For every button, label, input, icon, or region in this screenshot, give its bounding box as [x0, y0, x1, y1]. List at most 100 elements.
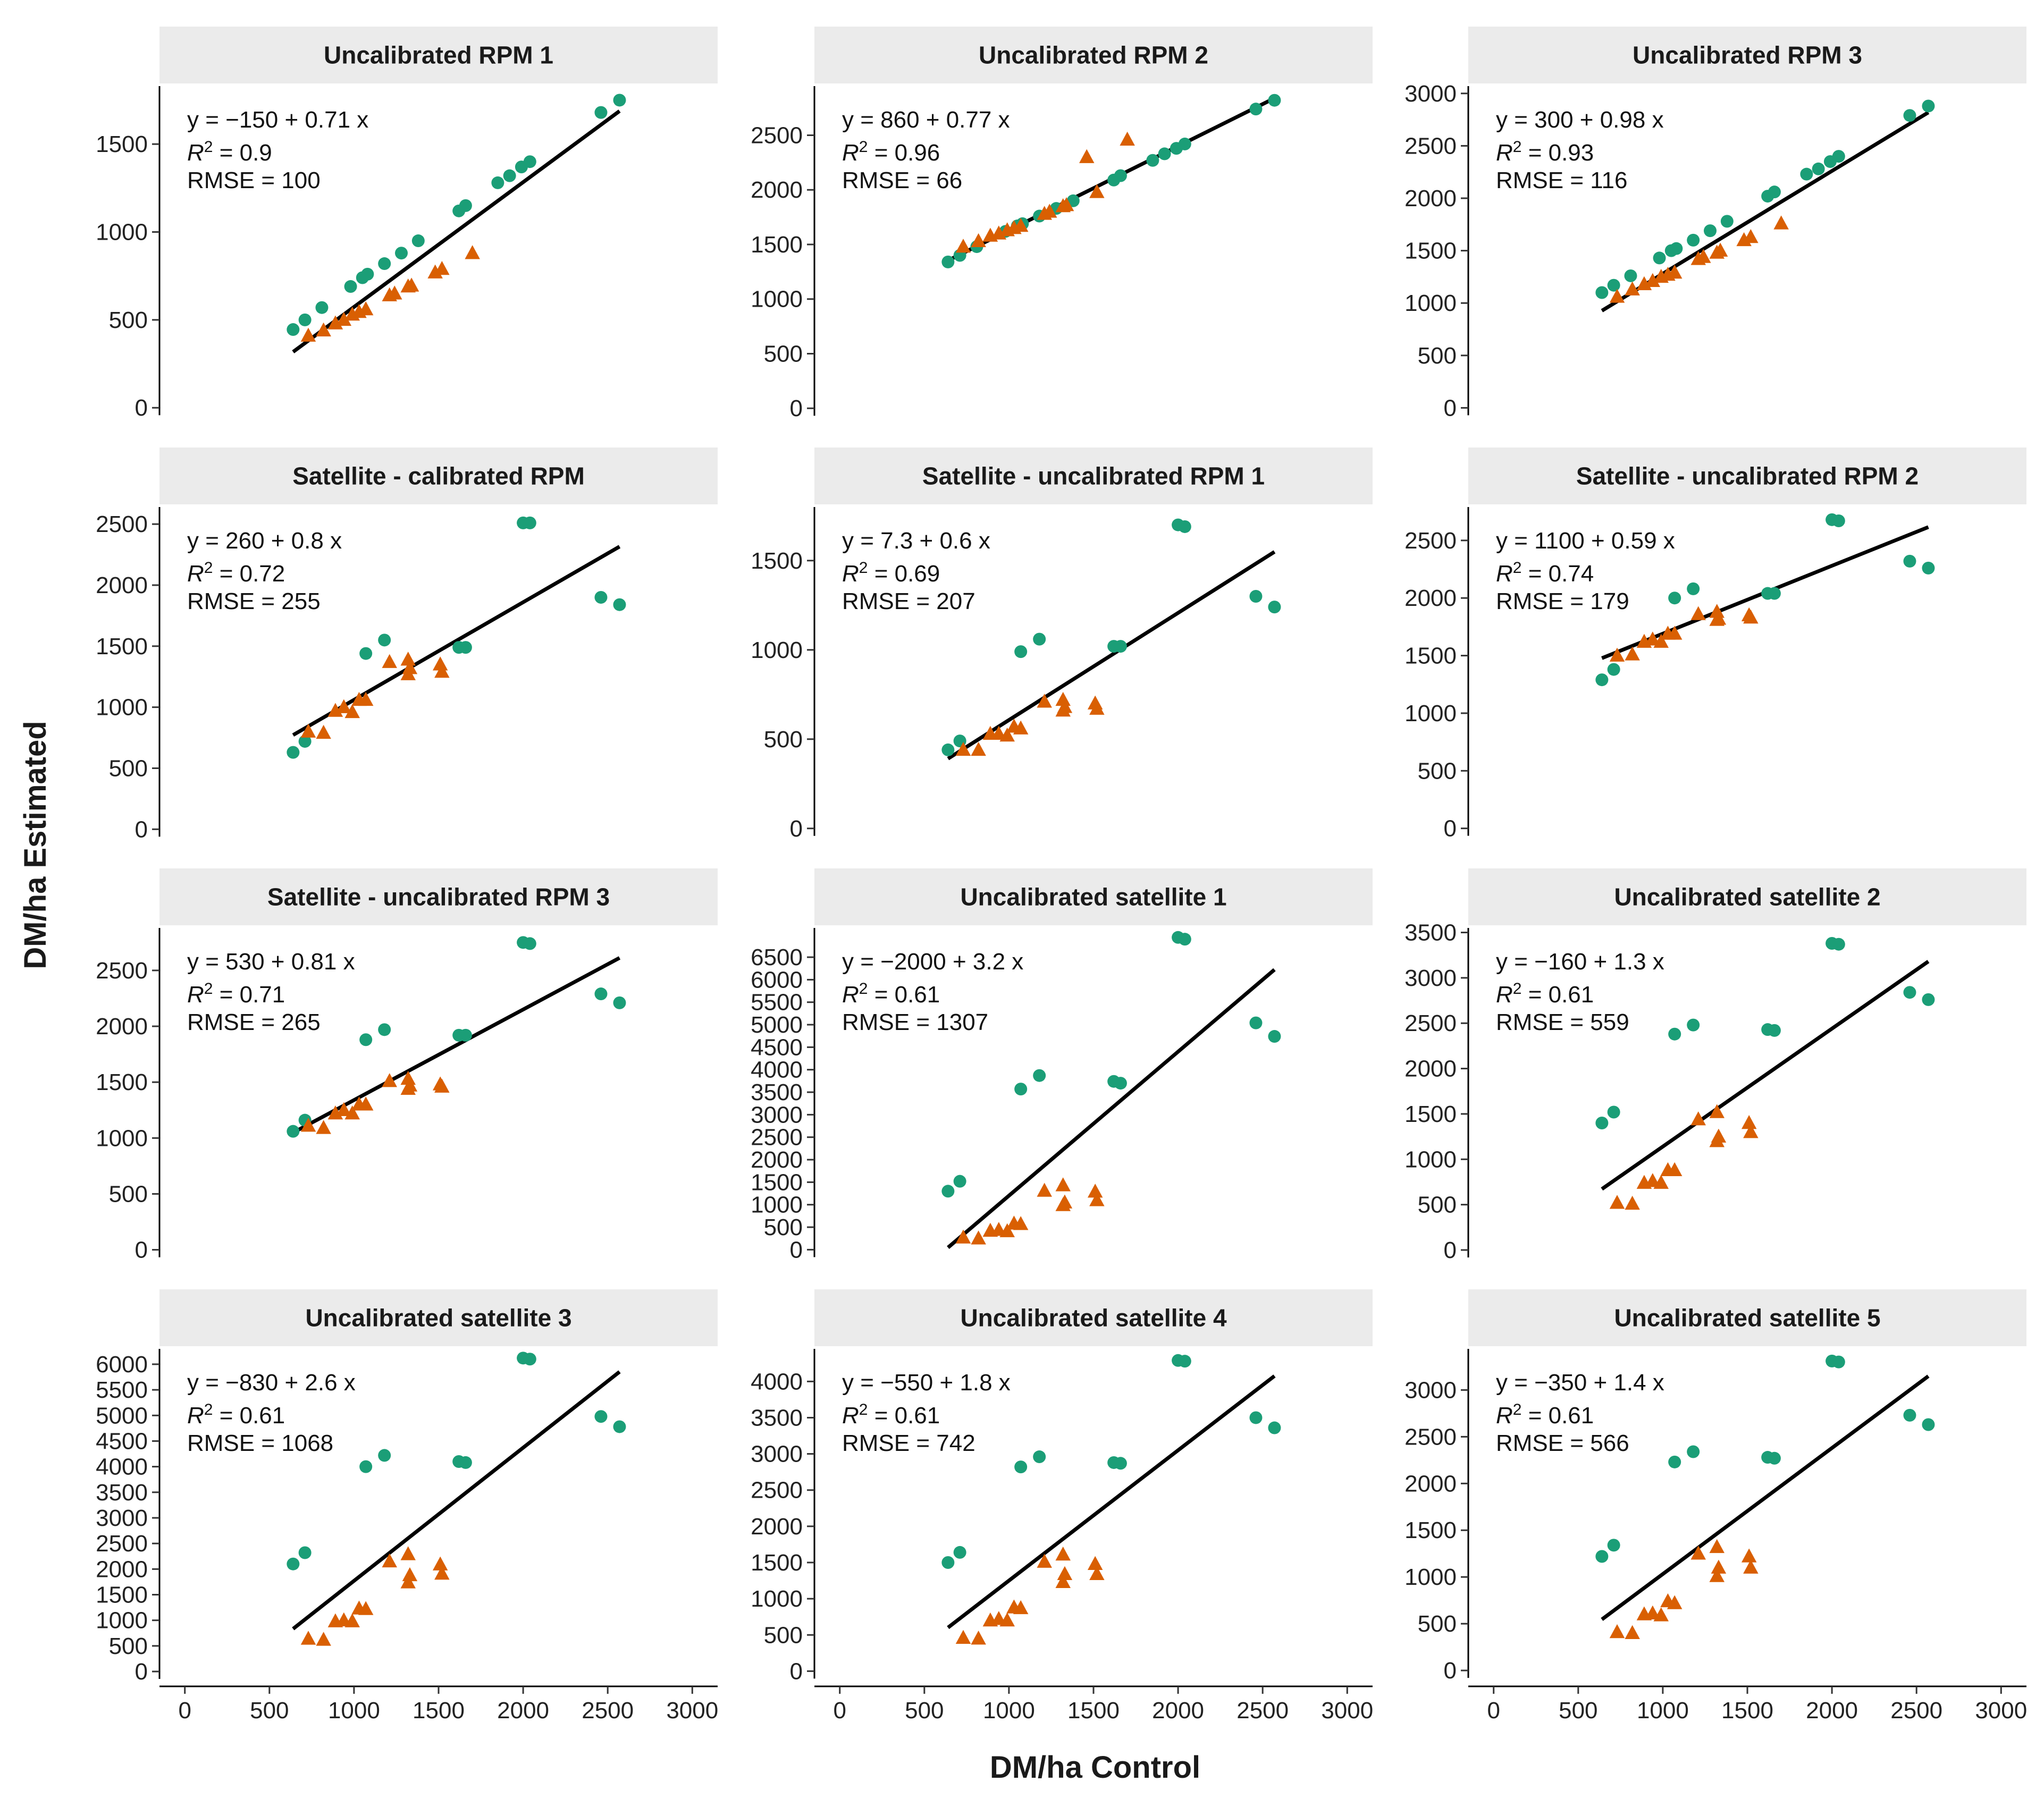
triangle-point [1653, 634, 1669, 648]
fit-equation: y = 7.3 + 0.6 x [842, 528, 990, 554]
y-axis-title: DM/ha Estimated [18, 721, 53, 969]
circle-point [491, 176, 504, 189]
panel-strip [159, 27, 718, 83]
r-squared: R2 = 0.93 [1496, 138, 1594, 166]
circle-point [1268, 1030, 1281, 1043]
triangle-point [1057, 1566, 1073, 1581]
fit-equation: y = 530 + 0.81 x [187, 949, 355, 975]
y-tick-label: 3500 [751, 1405, 803, 1431]
circle-point [378, 257, 391, 271]
triangle-point [1709, 1104, 1725, 1118]
panel-strip [814, 868, 1373, 925]
x-tick-label: 2000 [1152, 1698, 1204, 1724]
circle-point [1687, 1018, 1700, 1032]
x-tick-label: 2500 [1237, 1698, 1289, 1724]
x-axis-title: DM/ha Control [990, 1750, 1200, 1785]
circle-point [953, 1175, 966, 1188]
y-tick-label: 2500 [96, 1531, 148, 1557]
triangle-point [1055, 691, 1071, 706]
y-tick-label: 1500 [1404, 643, 1457, 669]
circle-point [613, 94, 626, 107]
triangle-point [1089, 184, 1105, 198]
circle-point [378, 1449, 391, 1462]
y-tick-label: 2000 [96, 1014, 148, 1040]
x-tick-label: 1500 [413, 1698, 465, 1724]
rmse: RMSE = 265 [187, 1009, 321, 1035]
y-tick-label: 4000 [96, 1454, 148, 1480]
circle-point [395, 247, 408, 260]
triangle-point [300, 1631, 316, 1645]
triangle-point [1609, 289, 1625, 303]
triangle-point [971, 1631, 986, 1645]
triangle-point [1055, 1574, 1071, 1589]
triangle-point [1625, 1625, 1640, 1639]
y-tick-label: 2000 [1404, 1056, 1457, 1082]
circle-point [298, 313, 312, 326]
panel-uncalibrated-satellite-2: Uncalibrated satellite 2 0 500 1000 1500 2000… [1404, 868, 2026, 1263]
y-tick-label: 500 [764, 1622, 803, 1648]
regression-line [947, 550, 1276, 761]
x-tick-label: 0 [178, 1698, 191, 1724]
circle-point [1687, 1445, 1700, 1458]
triangle-point [1625, 646, 1640, 661]
regression-line [292, 956, 621, 1135]
triangle-point [955, 1229, 971, 1244]
circle-point [941, 1556, 955, 1569]
y-tick-label: 1000 [751, 1192, 803, 1218]
circle-point [1922, 1418, 1935, 1431]
y-tick-label: 1500 [751, 232, 803, 258]
triangle-point [402, 1567, 418, 1582]
y-tick-label: 1000 [751, 637, 803, 663]
x-tick-label: 2500 [582, 1698, 634, 1724]
panel-uncalibrated-satellite-4: Uncalibrated satellite 4 0 500 1000 1500 2000… [751, 1289, 1373, 1724]
y-tick-label: 1500 [1404, 238, 1457, 264]
triangle-point [300, 723, 316, 738]
circle-point [378, 1023, 391, 1036]
circle-point [459, 641, 472, 654]
circle-point [594, 106, 608, 119]
y-tick-label: 2000 [1404, 185, 1457, 212]
panel-satellite-uncalibrated-rpm-1: Satellite - uncalibrated RPM 1 0 500 1000 15… [751, 447, 1373, 842]
panel-strip [814, 447, 1373, 504]
triangle-point [955, 239, 971, 253]
triangle-point [999, 728, 1015, 742]
circle-point [1249, 103, 1263, 116]
triangle-point [358, 301, 374, 316]
circle-point [378, 634, 391, 647]
fit-equation: y = −350 + 1.4 x [1496, 1370, 1664, 1396]
triangle-point [387, 285, 402, 300]
triangle-point [400, 1070, 416, 1085]
x-tick-label: 1500 [1067, 1698, 1120, 1724]
circle-point [1114, 169, 1127, 182]
triangle-point [1013, 720, 1029, 734]
x-tick-label: 500 [250, 1698, 289, 1724]
triangle-point [327, 703, 343, 717]
circle-point [1014, 1083, 1028, 1096]
y-tick-label: 500 [109, 307, 148, 333]
rmse: RMSE = 566 [1496, 1430, 1629, 1456]
y-tick-label: 1500 [751, 548, 803, 574]
y-tick-label: 2000 [751, 1514, 803, 1540]
y-tick-label: 500 [109, 1633, 148, 1659]
triangle-point [1625, 1195, 1640, 1210]
circle-point [1178, 520, 1191, 533]
panel-title: Uncalibrated satellite 1 [960, 883, 1226, 911]
triangle-point [1609, 1195, 1625, 1209]
triangle-point [402, 660, 418, 674]
panel-uncalibrated-satellite-5: Uncalibrated satellite 5 0 500 1000 1500 2000… [1404, 1289, 2027, 1724]
y-tick-label: 6500 [751, 944, 803, 970]
circle-point [523, 155, 536, 168]
y-tick-label: 2500 [1404, 1010, 1457, 1036]
triangle-point [971, 1230, 986, 1245]
triangle-point [1645, 273, 1661, 288]
circle-point [1768, 1451, 1781, 1465]
triangle-point [1667, 626, 1683, 640]
triangle-point [382, 654, 397, 668]
r-squared: R2 = 0.71 [187, 980, 285, 1008]
fit-equation: y = −830 + 2.6 x [187, 1370, 356, 1396]
y-tick-label: 3000 [96, 1505, 148, 1531]
triangle-point [1690, 1546, 1706, 1560]
panel-title: Satellite - uncalibrated RPM 1 [922, 462, 1265, 490]
panel-uncalibrated-rpm-1: Uncalibrated RPM 1 0 500 1000 1500 y = −150 +… [96, 27, 718, 421]
